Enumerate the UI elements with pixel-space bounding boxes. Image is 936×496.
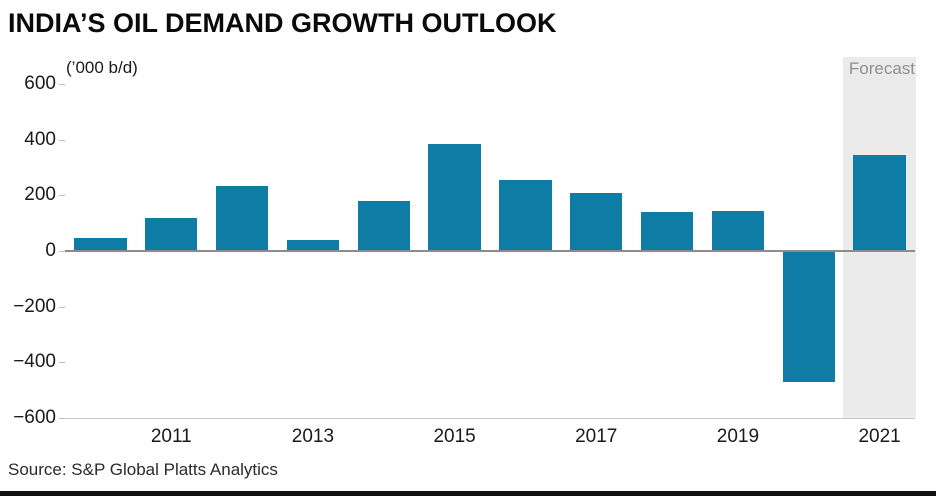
x-axis-label-2015: 2015 (433, 426, 476, 447)
bar-2013 (286, 239, 340, 251)
y-axis-tick (59, 84, 65, 85)
y-axis-tick (59, 251, 65, 252)
x-axis-label-2013: 2013 (291, 426, 335, 447)
bar-2020 (782, 251, 835, 382)
chart-plot-area (65, 84, 915, 419)
source-text: Source: S&P Global Platts Analytics (8, 460, 278, 479)
zero-line (65, 250, 915, 252)
bar-2018 (640, 212, 694, 251)
x-axis-label-2019: 2019 (716, 426, 760, 447)
y-axis-tick (59, 362, 65, 364)
x-axis-label-2011: 2011 (150, 426, 192, 447)
y-axis-unit-label: (’000 b/d) (66, 58, 138, 77)
bar-2012 (215, 185, 269, 251)
bar-2019 (711, 210, 765, 251)
y-axis-tick (59, 195, 65, 197)
x-axis-baseline (65, 418, 915, 419)
y-axis-label--200: −200 (13, 295, 56, 317)
bar-2016 (499, 180, 552, 251)
y-axis-label--400: −400 (13, 351, 56, 373)
y-axis-tick (59, 306, 65, 308)
x-axis-label-2017: 2017 (575, 426, 618, 447)
y-axis-tick (59, 139, 65, 141)
x-axis-label-2021: 2021 (858, 426, 901, 447)
y-axis-label--600: −600 (13, 407, 56, 428)
y-axis-tick (59, 418, 65, 419)
bar-2011 (145, 217, 198, 251)
bottom-rule (0, 491, 936, 496)
bar-2015 (428, 143, 481, 251)
y-axis-label-400: 400 (24, 128, 56, 150)
y-axis-label-600: 600 (24, 73, 56, 94)
bar-2014 (357, 200, 410, 251)
bar-2010 (74, 238, 127, 251)
y-axis-label-200: 200 (24, 184, 56, 206)
page-title: INDIA’S OIL DEMAND GROWTH OUTLOOK (8, 8, 557, 38)
y-axis-label-0: 0 (45, 240, 56, 261)
bar-2017 (570, 192, 623, 251)
bar-2021 (853, 154, 906, 251)
forecast-label: Forecast (848, 59, 915, 78)
